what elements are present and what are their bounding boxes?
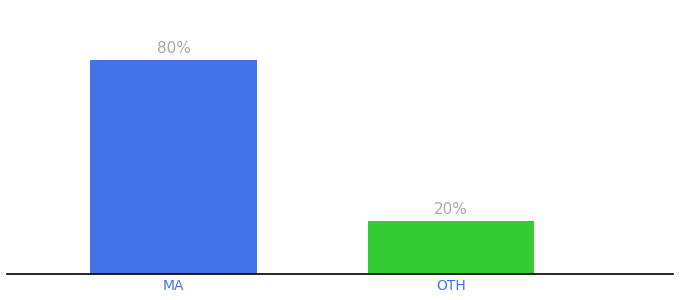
Text: 20%: 20% [434, 202, 468, 217]
Bar [368, 221, 534, 274]
Bar [90, 60, 257, 274]
Text: 80%: 80% [156, 41, 190, 56]
